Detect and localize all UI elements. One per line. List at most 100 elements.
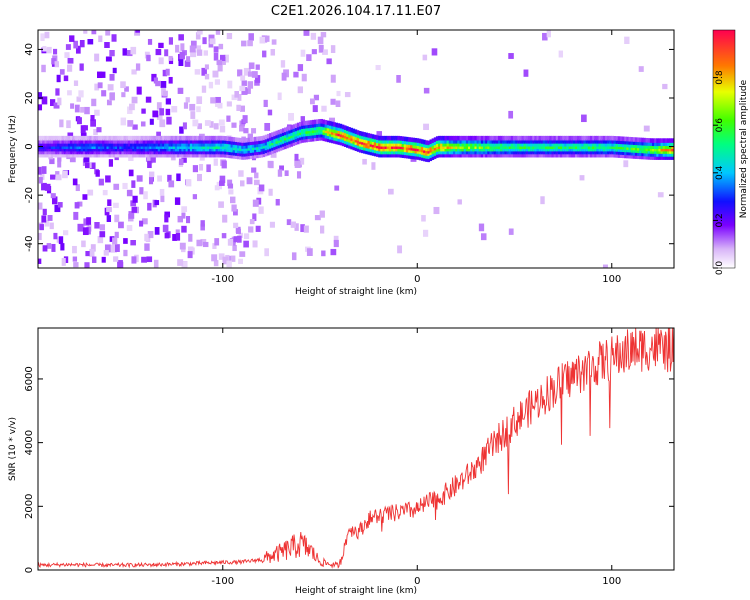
- heatmap-cell: [448, 139, 452, 144]
- heatmap-cell: [208, 81, 214, 89]
- heatmap-cell: [553, 149, 557, 155]
- heatmap-cell: [294, 126, 298, 132]
- heatmap-cell: [358, 148, 362, 153]
- heatmap-cell: [553, 139, 557, 144]
- heatmap-cell: [596, 152, 599, 158]
- heatmap-cell: [200, 152, 204, 158]
- heatmap-cell: [235, 228, 241, 234]
- heatmap-cell: [154, 227, 160, 235]
- heatmap-cell: [85, 139, 88, 144]
- heatmap-cell: [399, 139, 403, 144]
- heatmap-cell: [82, 194, 88, 200]
- heatmap-cell: [48, 152, 52, 158]
- heatmap-cell: [429, 150, 433, 155]
- heatmap-cell: [85, 141, 88, 147]
- heatmap-cell: [80, 141, 84, 147]
- heatmap-cell: [166, 144, 169, 149]
- heatmap-cell: [384, 144, 388, 149]
- heatmap-cell: [196, 239, 203, 247]
- heatmap-cell: [538, 135, 542, 141]
- heatmap-cell: [297, 86, 304, 94]
- heatmap-cell: [321, 105, 327, 112]
- heatmap-cell: [215, 135, 219, 141]
- heatmap-cell: [401, 136, 405, 141]
- heatmap-cell: [346, 129, 349, 134]
- heatmap-cell: [95, 141, 99, 147]
- heatmap-cell: [189, 45, 196, 53]
- heatmap-cell: [647, 146, 651, 152]
- heatmap-cell: [95, 144, 99, 149]
- heatmap-cell: [328, 121, 332, 126]
- heatmap-cell: [395, 135, 398, 141]
- heatmap-cell: [83, 154, 90, 163]
- spectrogram-ylabel: Frequency (Hz): [8, 115, 18, 183]
- heatmap-cell: [108, 141, 112, 147]
- heatmap-cell: [354, 129, 358, 135]
- heatmap-cell: [521, 149, 525, 155]
- heatmap-cell: [102, 139, 105, 144]
- heatmap-cell: [470, 144, 473, 149]
- heatmap-cell: [410, 143, 413, 149]
- heatmap-cell: [583, 144, 587, 149]
- heatmap-cell: [326, 137, 330, 143]
- heatmap-cell: [551, 149, 555, 155]
- heatmap-cell: [174, 144, 178, 149]
- heatmap-cell: [497, 144, 501, 149]
- heatmap-cell: [613, 152, 617, 158]
- heatmap-cell: [192, 149, 195, 155]
- heatmap-cell: [429, 153, 433, 158]
- heatmap-cell: [94, 53, 100, 62]
- heatmap-cell: [50, 135, 54, 141]
- heatmap-cell: [72, 149, 75, 155]
- heatmap-cell: [286, 135, 289, 140]
- heatmap-cell: [440, 144, 443, 149]
- heatmap-cell: [108, 146, 112, 152]
- heatmap-cell: [103, 250, 109, 256]
- heatmap-cell: [346, 137, 349, 142]
- heatmap-cell: [87, 162, 92, 169]
- heatmap-cell: [431, 48, 438, 56]
- heatmap-cell: [119, 152, 122, 158]
- x-tick-label: 100: [602, 274, 621, 285]
- heatmap-cell: [352, 137, 356, 142]
- heatmap-cell: [100, 149, 103, 155]
- heatmap-cell: [48, 144, 52, 149]
- heatmap-cell: [179, 51, 185, 60]
- heatmap-cell: [221, 144, 225, 149]
- heatmap-cell: [228, 153, 232, 159]
- heatmap-cell: [291, 252, 297, 261]
- colorbar-label: Normalized spectral amplitude: [739, 79, 749, 218]
- heatmap-cell: [367, 139, 371, 144]
- heatmap-cell: [474, 144, 478, 149]
- heatmap-cell: [162, 144, 165, 149]
- heatmap-cell: [42, 149, 45, 155]
- heatmap-cell: [361, 131, 364, 137]
- heatmap-cell: [508, 53, 514, 59]
- heatmap-cell: [649, 141, 653, 147]
- heatmap-cell: [493, 139, 497, 144]
- heatmap-cell: [624, 145, 627, 150]
- heatmap-cell: [46, 46, 52, 54]
- heatmap-cell: [489, 139, 493, 144]
- heatmap-cell: [594, 149, 597, 155]
- heatmap-cell: [290, 128, 294, 133]
- heatmap-cell: [632, 148, 636, 153]
- heatmap-cell: [134, 146, 137, 152]
- heatmap-cell: [560, 146, 563, 152]
- heatmap-cell: [125, 135, 129, 141]
- heatmap-cell: [322, 119, 326, 125]
- heatmap-cell: [316, 119, 319, 124]
- heatmap-cell: [142, 141, 146, 147]
- heatmap-cell: [664, 144, 668, 149]
- heatmap-cell: [388, 152, 392, 158]
- heatmap-cell: [234, 151, 238, 156]
- heatmap-cell: [164, 152, 167, 158]
- heatmap-cell: [271, 149, 274, 154]
- heatmap-cell: [162, 224, 169, 233]
- heatmap-cell: [190, 50, 197, 58]
- heatmap-cell: [448, 146, 452, 152]
- heatmap-cell: [570, 135, 574, 141]
- heatmap-cell: [607, 135, 610, 141]
- heatmap-cell: [147, 202, 152, 211]
- heatmap-cell: [127, 139, 131, 144]
